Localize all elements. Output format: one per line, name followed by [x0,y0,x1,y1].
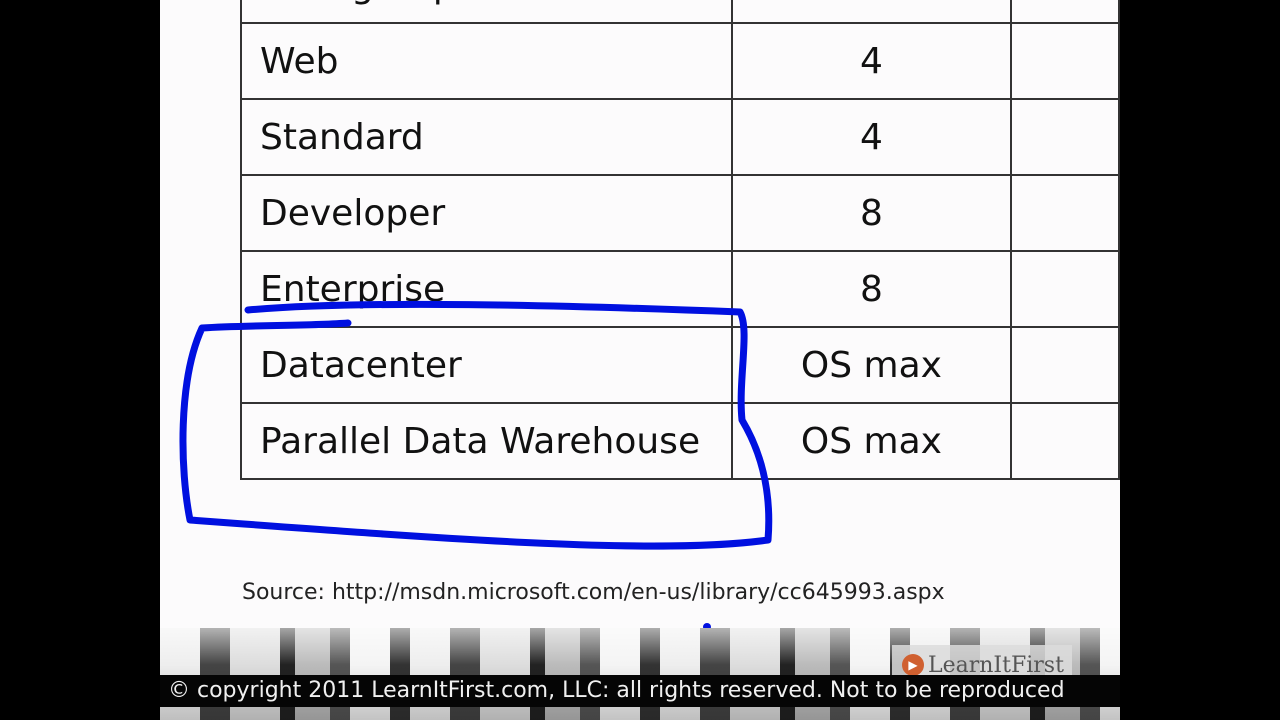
play-icon: ▶ [902,654,924,676]
edition-cell: Datacenter [239,326,734,404]
edition-cell: Standard [239,98,734,176]
highlight-annotation [179,300,773,631]
table-row: Workgroup [239,0,1120,24]
edition-cell: Web [239,22,734,100]
source-citation: Source: http://msdn.microsoft.com/en-us/… [242,580,945,605]
value-cell [731,0,1012,24]
table-row: Web 4 [239,22,1120,100]
copyright-bar: © copyright 2011 LearnItFirst.com, LLC: … [160,675,1120,707]
value-cell: 4 [731,22,1012,100]
edition-cell: Parallel Data Warehouse [239,402,734,480]
edition-cell: Workgroup [239,0,734,24]
value-cell: 8 [731,174,1012,252]
freehand-box-stroke [179,300,773,550]
value-cell: 8 [731,250,1012,328]
value-cell: 4 [731,98,1012,176]
value-cell: OS max [731,402,1012,480]
table-row: Developer 8 [239,174,1120,252]
value-cell: OS max [731,326,1012,404]
table-row: Datacenter OS max [239,326,1120,404]
table-row: Parallel Data Warehouse OS max [239,402,1120,480]
edition-cell: Developer [239,174,734,252]
table-row: Standard 4 [239,98,1120,176]
